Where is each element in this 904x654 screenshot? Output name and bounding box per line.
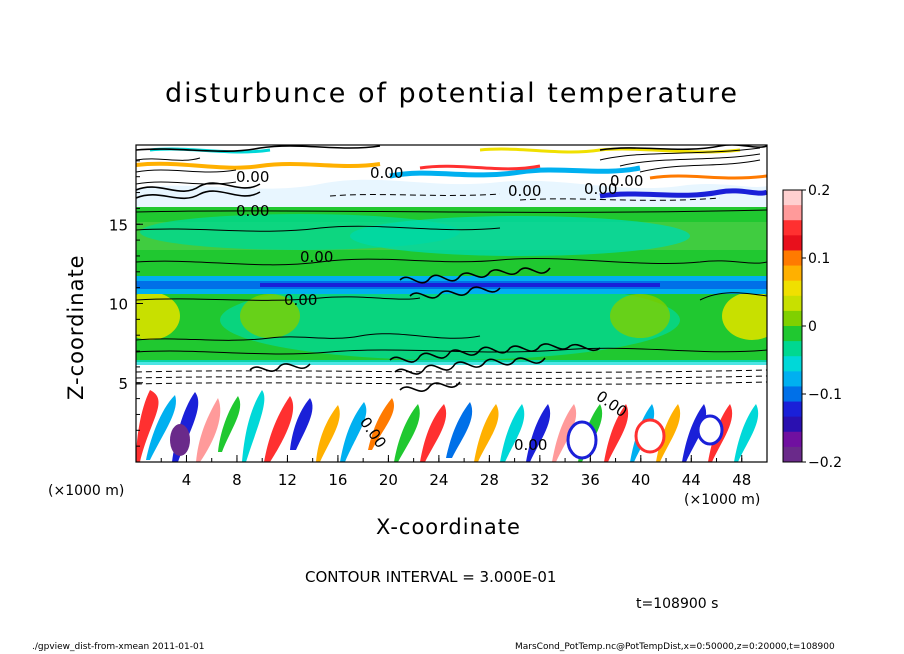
contour-label: 0.00 (514, 436, 547, 454)
colorbar: 0.2 0.1 0 −0.1 −0.2 (782, 183, 842, 471)
contour-label: 0.00 (370, 164, 403, 182)
x-tick-label: 4 (182, 471, 192, 489)
contour-lines (136, 147, 767, 385)
contour-label: 0.00 (300, 248, 333, 266)
y-axis-label: Z-coordinate (64, 254, 88, 400)
x-axis: 4 8 12 16 20 24 28 32 36 40 44 48 (160, 455, 751, 489)
colorbar-swatch (783, 431, 802, 448)
time-stamp-note: t=108900 s (636, 596, 719, 612)
x-tick-label: 20 (379, 471, 398, 489)
contour-label: 0.00 (236, 168, 269, 186)
x-axis-label: X-coordinate (376, 515, 521, 539)
colorbar-swatch (783, 371, 802, 387)
footer-script-name: ./gpview_dist-from-xmean 2011-01-01 (32, 642, 205, 652)
colorbar-swatch (783, 265, 802, 282)
colorbar-tick-label: −0.1 (808, 387, 842, 403)
colorbar-swatch (783, 416, 802, 433)
colorbar-tick-label: −0.2 (808, 455, 842, 471)
colorbar-swatch (783, 326, 802, 342)
lower-plumes (136, 390, 759, 462)
x-tick-label: 24 (429, 471, 448, 489)
heatmap-field: 0.00 0.00 0.00 0.00 0.00 0.00 0.00 0.00 … (136, 145, 767, 462)
contour-interval-note: CONTOUR INTERVAL = 3.000E-01 (305, 568, 557, 586)
y-tick-label: 15 (109, 216, 128, 234)
colorbar-swatch (783, 386, 802, 403)
chart-title: disturbunce of potential temperature (165, 78, 739, 109)
x-tick-label: 40 (631, 471, 650, 489)
y-axis: 5 10 15 (109, 160, 143, 447)
footer-data-source: MarsCond_PotTemp.nc@PotTempDist,x=0:5000… (515, 642, 835, 652)
upper-pale-band (136, 179, 767, 207)
colorbar-swatch (783, 280, 802, 297)
colorbar-tick-label: 0.2 (808, 183, 830, 199)
x-tick-label: 28 (480, 471, 499, 489)
colorbar-swatch (783, 295, 802, 312)
x-tick-label: 44 (682, 471, 701, 489)
y-tick-label: 10 (109, 296, 128, 314)
x-tick-label: 12 (278, 471, 297, 489)
x-tick-label: 16 (328, 471, 347, 489)
x-tick-label: 32 (530, 471, 549, 489)
x-tick-label: 36 (581, 471, 600, 489)
colorbar-swatch (783, 446, 802, 463)
colorbar-swatch (783, 220, 802, 236)
contour-label: 0.00 (236, 202, 269, 220)
colorbar-swatch (783, 205, 802, 221)
x-tick-label: 8 (232, 471, 242, 489)
turbulent-contours (136, 145, 767, 392)
colorbar-tick-label: 0.1 (808, 251, 830, 267)
y-tick-label: 5 (118, 375, 128, 393)
contour-label: 0.00 (610, 172, 643, 190)
contour-label: 0.00 (508, 182, 541, 200)
colorbar-swatch (783, 356, 802, 372)
x-tick-label: 48 (732, 471, 751, 489)
contour-label: 0.00 (284, 291, 317, 309)
x-unit-left: (×1000 m) (48, 483, 125, 499)
colorbar-tick-label: 0 (808, 319, 817, 335)
colorbar-swatch (783, 341, 802, 357)
colorbar-swatch (783, 401, 802, 418)
x-unit-right: (×1000 m) (684, 492, 761, 508)
colorbar-swatch (783, 190, 802, 206)
contour-label: 0.00 (584, 180, 617, 198)
colorbar-swatch (783, 250, 802, 267)
colorbar-swatch (783, 235, 802, 251)
colorbar-swatch (783, 310, 802, 327)
